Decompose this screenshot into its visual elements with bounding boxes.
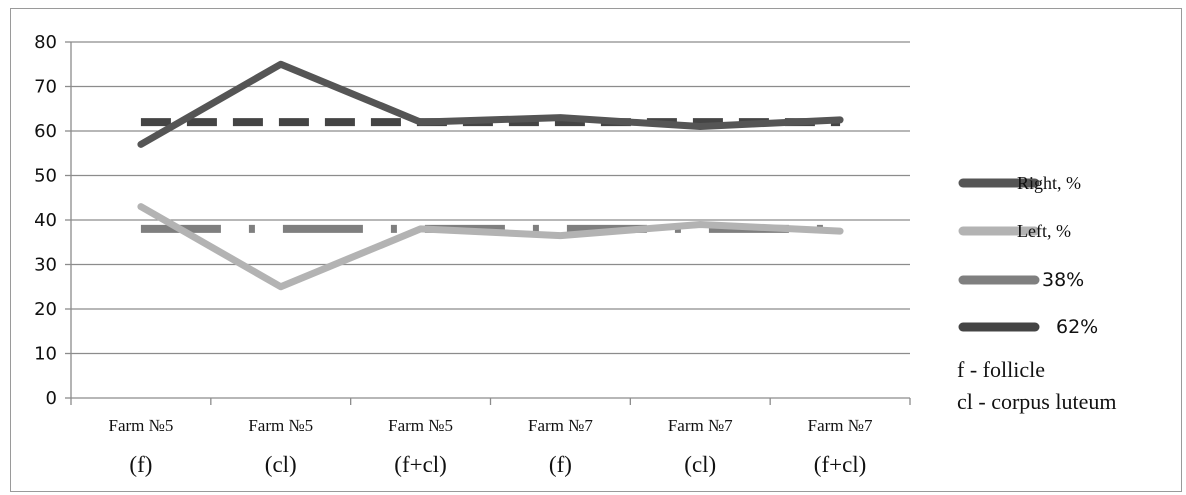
x-category-labels: Farm №5 (f) Farm №5 (cl) Farm №5 (f+cl) Farm №… <box>108 416 873 477</box>
axes <box>65 41 911 405</box>
legend-label-3: 62% <box>1056 316 1098 338</box>
legend-note-0: f - follicle <box>957 357 1045 382</box>
y-tick-labels: 0 10 20 30 40 50 60 70 80 <box>34 32 57 409</box>
legend-label-0: Right, % <box>1017 173 1081 193</box>
gridlines <box>71 41 910 355</box>
x-category-label-1: Farm №5 <box>248 416 313 435</box>
y-tick-label-60: 60 <box>34 121 57 142</box>
y-tick-label-50: 50 <box>34 166 57 187</box>
x-category-sublabel-3: (f) <box>549 452 572 477</box>
x-category-sublabel-1: (cl) <box>265 452 297 477</box>
y-tick-label-20: 20 <box>34 299 57 320</box>
x-category-label-3: Farm №7 <box>528 416 593 435</box>
series-line-1 <box>137 203 844 291</box>
y-tick-label-0: 0 <box>46 388 57 409</box>
y-tick-label-10: 10 <box>34 344 57 365</box>
x-category-label-5: Farm №7 <box>808 416 873 435</box>
legend-note-1: cl - corpus luteum <box>957 389 1116 414</box>
legend-notes: f - follicle cl - corpus luteum <box>957 357 1116 414</box>
y-tick-label-70: 70 <box>34 77 57 98</box>
chart-frame <box>10 8 1182 492</box>
y-tick-label-30: 30 <box>34 255 57 276</box>
series-line-0 <box>137 60 844 148</box>
legend-label-2: 38% <box>1042 269 1084 291</box>
x-category-label-4: Farm №7 <box>668 416 733 435</box>
y-tick-label-40: 40 <box>34 210 57 231</box>
legend-label-1: Left, % <box>1017 221 1071 241</box>
series-lines <box>137 60 844 291</box>
y-tick-label-80: 80 <box>34 32 57 53</box>
x-category-label-2: Farm №5 <box>388 416 453 435</box>
x-category-sublabel-4: (cl) <box>684 452 716 477</box>
x-category-sublabel-2: (f+cl) <box>394 452 447 477</box>
x-category-sublabel-0: (f) <box>129 452 152 477</box>
x-category-label-0: Farm №5 <box>108 416 173 435</box>
x-category-sublabel-5: (f+cl) <box>814 452 867 477</box>
legend: Right, % Left, % 38% 62% <box>958 173 1098 338</box>
